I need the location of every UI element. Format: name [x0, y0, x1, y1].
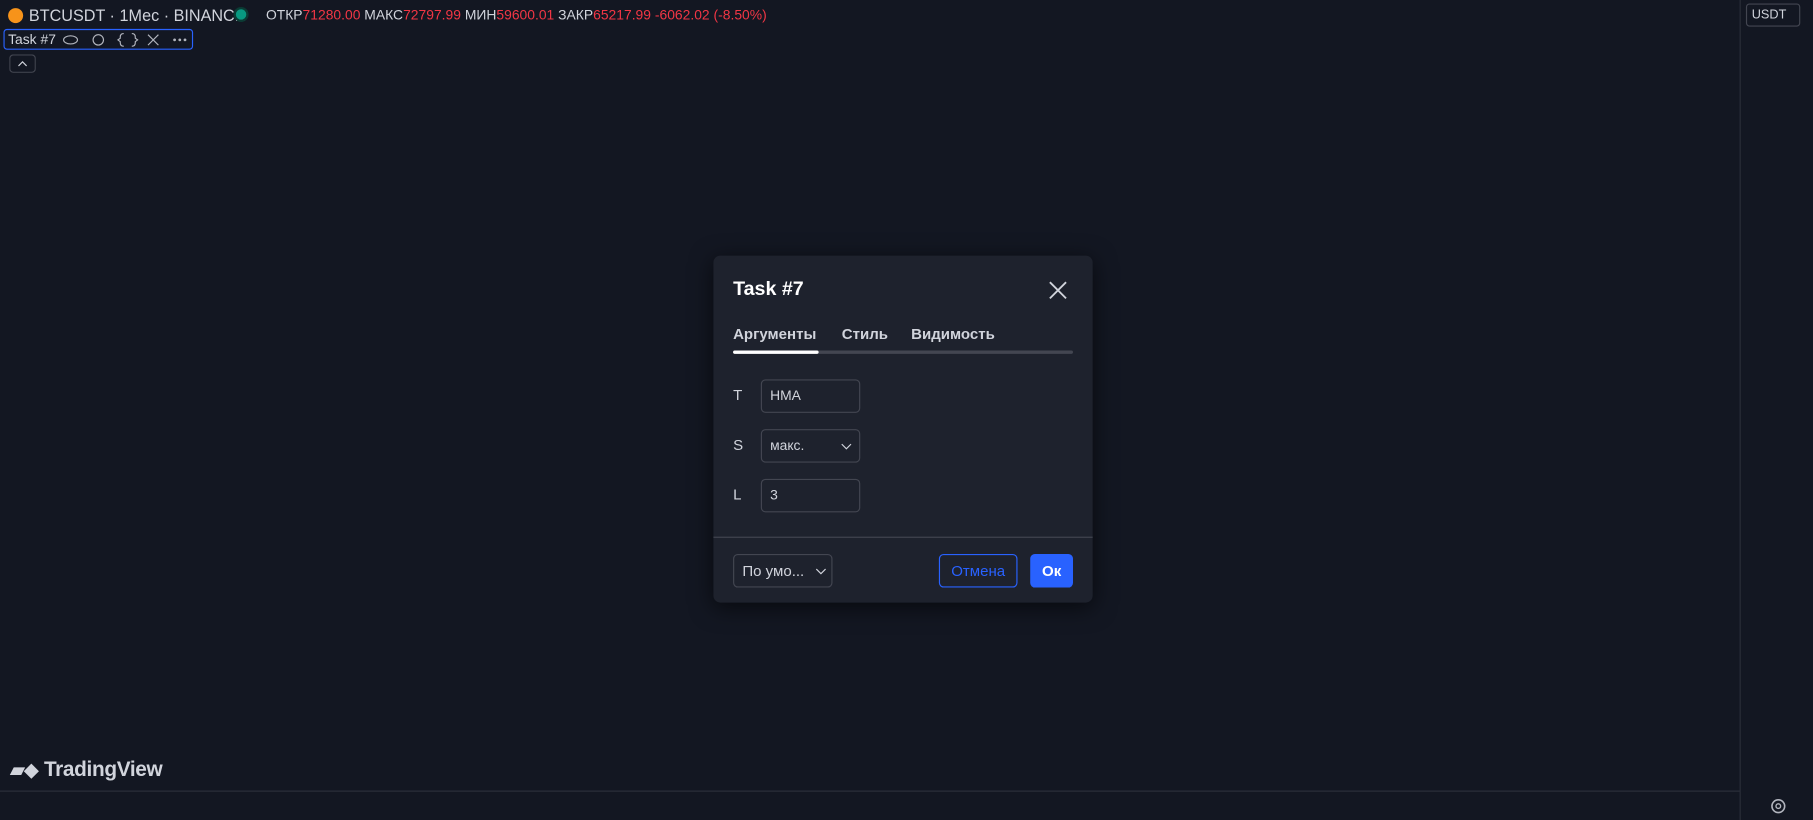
- cancel: Отмена: [951, 562, 1006, 580]
- high-value: 72797.99: [403, 6, 461, 24]
- brand: TradingView: [43, 757, 163, 781]
- tab-track: [733, 350, 1073, 354]
- field-input[interactable]: 3: [760, 478, 861, 513]
- tab-indicator: [733, 350, 819, 354]
- brand-logo: ▰◆ TradingView: [10, 758, 162, 782]
- tab[interactable]: Аргументы: [733, 325, 817, 343]
- currency: USDT: [1751, 8, 1787, 22]
- field-value: макс.: [770, 437, 805, 454]
- high-label: МАКС: [364, 6, 404, 24]
- tab[interactable]: Видимость: [911, 325, 995, 343]
- more-dot[interactable]: [178, 38, 182, 42]
- collapse-arrow: [18, 61, 28, 67]
- field-select[interactable]: макс.: [760, 429, 861, 463]
- gear-center: [1775, 803, 1782, 810]
- gear-ring: [1771, 798, 1786, 814]
- close-value: 65217.99: [593, 6, 652, 24]
- change: -6062.02 (-8.50%): [654, 6, 767, 24]
- indicator-name: Task #7: [8, 31, 56, 48]
- more-dot[interactable]: [183, 38, 187, 42]
- chevron-path: [841, 443, 852, 450]
- close-button[interactable]: [1049, 281, 1068, 300]
- defaults: По умо...: [742, 562, 805, 580]
- ok: Ок: [1041, 562, 1062, 580]
- low-value: 59600.01: [496, 6, 555, 24]
- field-label: T: [733, 386, 743, 404]
- field-input[interactable]: HMA: [760, 379, 861, 413]
- source-icon[interactable]: [116, 32, 139, 47]
- defaults-button[interactable]: По умо...: [733, 554, 833, 588]
- dialog: Task #7 Аргументы Стиль Видимость T HMA …: [713, 255, 1093, 603]
- chevron: [841, 443, 852, 450]
- field-value: HMA: [770, 387, 801, 404]
- field-value: 3: [770, 486, 778, 504]
- open-label: ОТКР: [265, 6, 303, 24]
- collapse-frame: [9, 54, 36, 73]
- cancel-button[interactable]: Отмена: [938, 554, 1018, 588]
- ohlc: ОТКР 71280.00 МАКС 72797.99 МИН 59600.01 ЗА…: [266, 6, 767, 25]
- more-dot[interactable]: [173, 38, 176, 42]
- tab[interactable]: Стиль: [841, 325, 888, 343]
- field-label: L: [733, 485, 742, 504]
- indicator-legend[interactable]: Task #7: [3, 28, 194, 50]
- low-label: МИН: [464, 6, 497, 24]
- close-label: ЗАКР: [558, 6, 594, 24]
- symbol-icon: [8, 8, 24, 24]
- chevron-path: [815, 568, 826, 575]
- brand-mark: ▰◆: [10, 761, 39, 781]
- settings-icon[interactable]: [92, 34, 105, 46]
- currency-select[interactable]: USDT: [1745, 3, 1801, 27]
- separator: [713, 536, 1093, 538]
- chevron: [815, 568, 826, 575]
- field-label: S: [733, 436, 744, 454]
- collapse-button[interactable]: [9, 54, 36, 73]
- dialog-title: Task #7: [733, 277, 804, 300]
- close-icon: [1049, 281, 1067, 300]
- remove-icon[interactable]: [147, 34, 159, 46]
- indicator-icons: [63, 32, 187, 47]
- eye-icon[interactable]: [63, 35, 79, 45]
- symbol[interactable]: BTCUSDT · 1Мес · BINANCE: [28, 5, 246, 25]
- open-value: 71280.00: [302, 6, 361, 24]
- market-status: [235, 9, 247, 20]
- ok-button[interactable]: Ок: [1030, 554, 1073, 588]
- settings-icon[interactable]: [1771, 798, 1786, 814]
